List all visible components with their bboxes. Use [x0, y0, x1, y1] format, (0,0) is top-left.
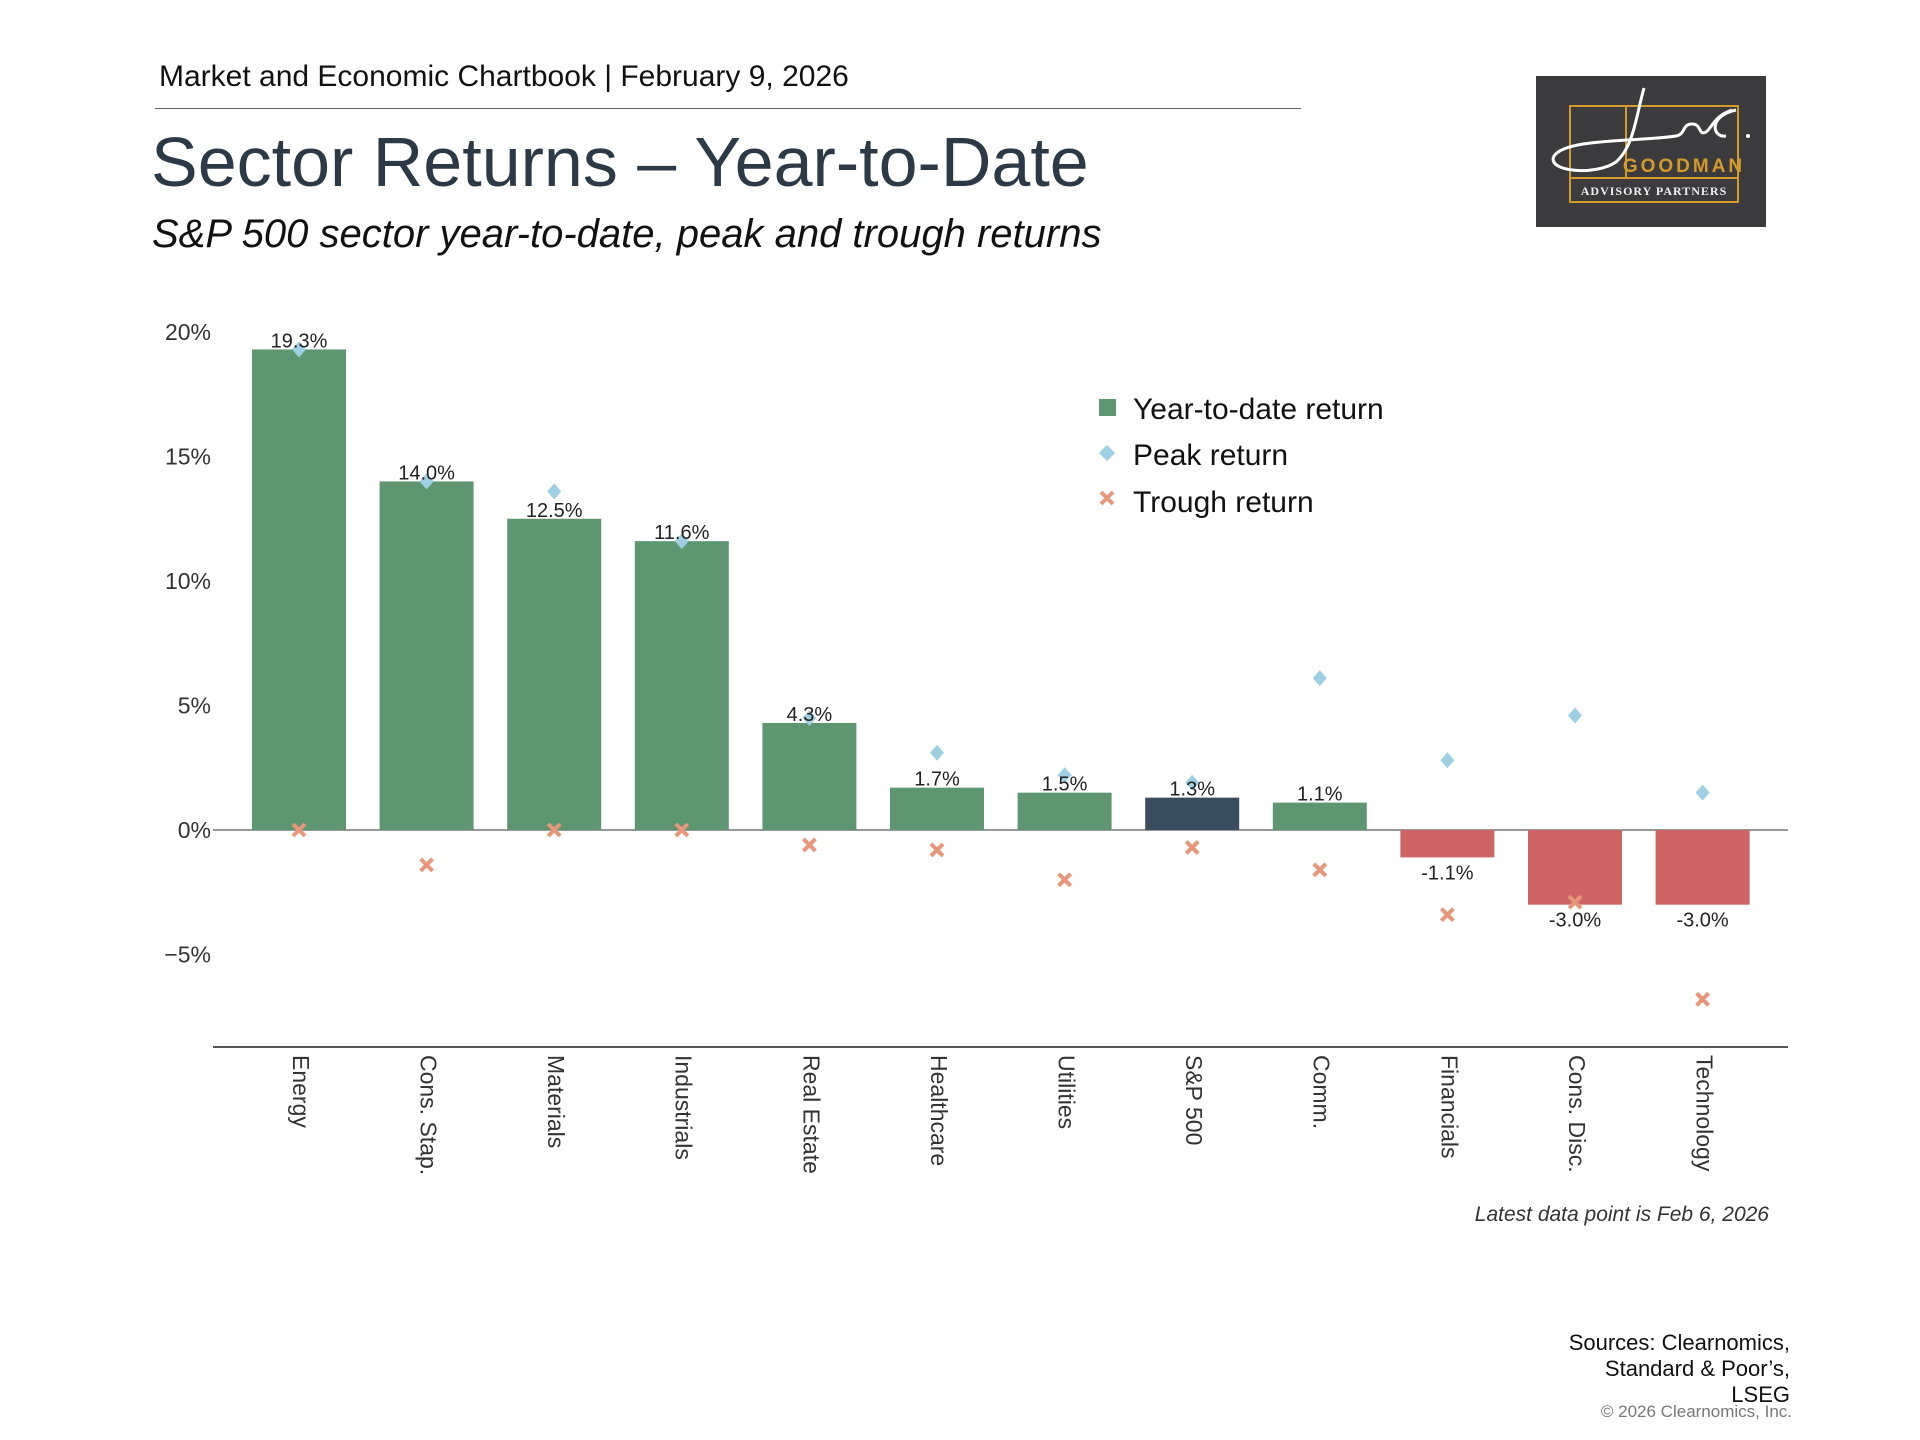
peak-marker-6	[1057, 767, 1072, 784]
peak-marker-10	[1568, 707, 1582, 724]
data-label: 19.3%	[271, 330, 328, 352]
peak-marker-5	[930, 744, 944, 761]
data-label: 1.3%	[1169, 779, 1215, 801]
legend-label-trough: Trough return	[1133, 486, 1314, 519]
sources: Sources: Clearnomics, Standard & Poor’s,…	[1569, 1330, 1790, 1408]
x-tick-label: Energy	[288, 1055, 314, 1128]
x-tick-label: Healthcare	[926, 1055, 952, 1166]
bar-9	[1400, 830, 1495, 858]
trough-marker-3	[674, 822, 690, 838]
peak-marker-8	[1312, 670, 1327, 687]
bar-1	[379, 481, 474, 830]
x-tick-label: Real Estate	[798, 1055, 824, 1174]
trough-marker-6	[1057, 872, 1073, 888]
x-tick-label: Cons. Stap.	[416, 1055, 442, 1175]
trough-marker-2	[546, 822, 562, 838]
bar-11	[1655, 830, 1750, 905]
data-label: 1.5%	[1042, 774, 1088, 796]
page-title: Sector Returns – Year-to-Date	[151, 123, 1089, 201]
source-line: Standard & Poor’s,	[1604, 1356, 1790, 1381]
peak-marker-7	[1185, 774, 1200, 791]
x-tick-label: Cons. Disc.	[1564, 1055, 1590, 1173]
data-label: -3.0%	[1549, 910, 1601, 932]
data-label: 4.3%	[787, 704, 833, 726]
legend-label-peak: Peak return	[1133, 439, 1288, 472]
chartbook-header: Market and Economic Chartbook | February…	[159, 60, 849, 93]
bar-2	[507, 518, 602, 830]
data-label: 14.0%	[398, 462, 455, 484]
legend-x-icon	[1099, 490, 1115, 506]
bar-0	[252, 349, 346, 830]
x-tick-label: Technology	[1692, 1055, 1718, 1172]
x-tick-label: S&P 500	[1181, 1055, 1207, 1145]
data-label: -1.1%	[1421, 862, 1473, 884]
trough-marker-7	[1184, 840, 1200, 855]
latest-data-note: Latest data point is Feb 6, 2026	[1474, 1203, 1769, 1226]
bar-5	[890, 787, 984, 830]
peak-marker-0	[292, 341, 306, 358]
bar-3	[634, 541, 729, 830]
chart-legend: Year-to-date return Peak return Trough r…	[1099, 393, 1384, 519]
trough-marker-9	[1439, 907, 1455, 923]
y-tick-label: −5%	[164, 942, 211, 968]
data-label: 1.1%	[1297, 784, 1343, 806]
svg-text:GOODMAN: GOODMAN	[1623, 156, 1745, 177]
trough-marker-8	[1312, 862, 1328, 878]
legend-diamond-icon	[1099, 445, 1115, 461]
x-tick-label: Utilities	[1054, 1055, 1080, 1129]
legend-label-ytd: Year-to-date return	[1133, 393, 1384, 426]
x-tick-label: Industrials	[671, 1055, 697, 1160]
peak-marker-9	[1440, 752, 1455, 769]
bar-8	[1272, 802, 1367, 830]
bar-10	[1528, 830, 1622, 905]
x-tick-label: Comm.	[1309, 1055, 1335, 1129]
data-label: -3.0%	[1676, 910, 1728, 932]
bar-4	[762, 722, 857, 830]
data-label: 1.7%	[914, 769, 960, 791]
trough-marker-0	[291, 822, 307, 838]
company-logo: GOODMAN ADVISORY PARTNERS	[1536, 76, 1766, 227]
y-tick-label: 0%	[178, 817, 211, 843]
x-tick-label: Materials	[543, 1055, 569, 1148]
peak-marker-1	[419, 473, 434, 490]
data-label: 12.5%	[526, 500, 583, 522]
peak-marker-2	[547, 483, 562, 500]
copyright: © 2026 Clearnomics, Inc.	[1600, 1402, 1792, 1421]
y-tick-label: 10%	[165, 568, 211, 594]
source-line: LSEG	[1731, 1382, 1790, 1407]
y-tick-label: 15%	[165, 444, 211, 470]
bar-6	[1017, 792, 1112, 830]
legend-swatch-ytd	[1099, 399, 1116, 416]
peak-marker-11	[1695, 784, 1710, 801]
trough-marker-10	[1567, 894, 1583, 910]
page-subtitle: S&P 500 sector year-to-date, peak and tr…	[152, 212, 1102, 256]
trough-marker-1	[419, 857, 435, 873]
peak-marker-4	[802, 709, 817, 726]
svg-text:ADVISORY PARTNERS: ADVISORY PARTNERS	[1581, 184, 1728, 198]
bar-7	[1145, 797, 1240, 830]
data-label: 11.6%	[654, 522, 709, 544]
trough-marker-11	[1695, 991, 1711, 1007]
trough-marker-5	[929, 842, 945, 858]
header-divider	[155, 108, 1301, 109]
y-tick-label: 5%	[178, 693, 211, 719]
trough-marker-4	[801, 837, 817, 853]
peak-marker-3	[674, 533, 689, 550]
logo-graphic: GOODMAN ADVISORY PARTNERS	[1551, 87, 1750, 203]
y-tick-label: 20%	[165, 319, 211, 345]
source-line: Sources: Clearnomics,	[1568, 1330, 1790, 1355]
x-tick-label: Financials	[1436, 1055, 1462, 1159]
